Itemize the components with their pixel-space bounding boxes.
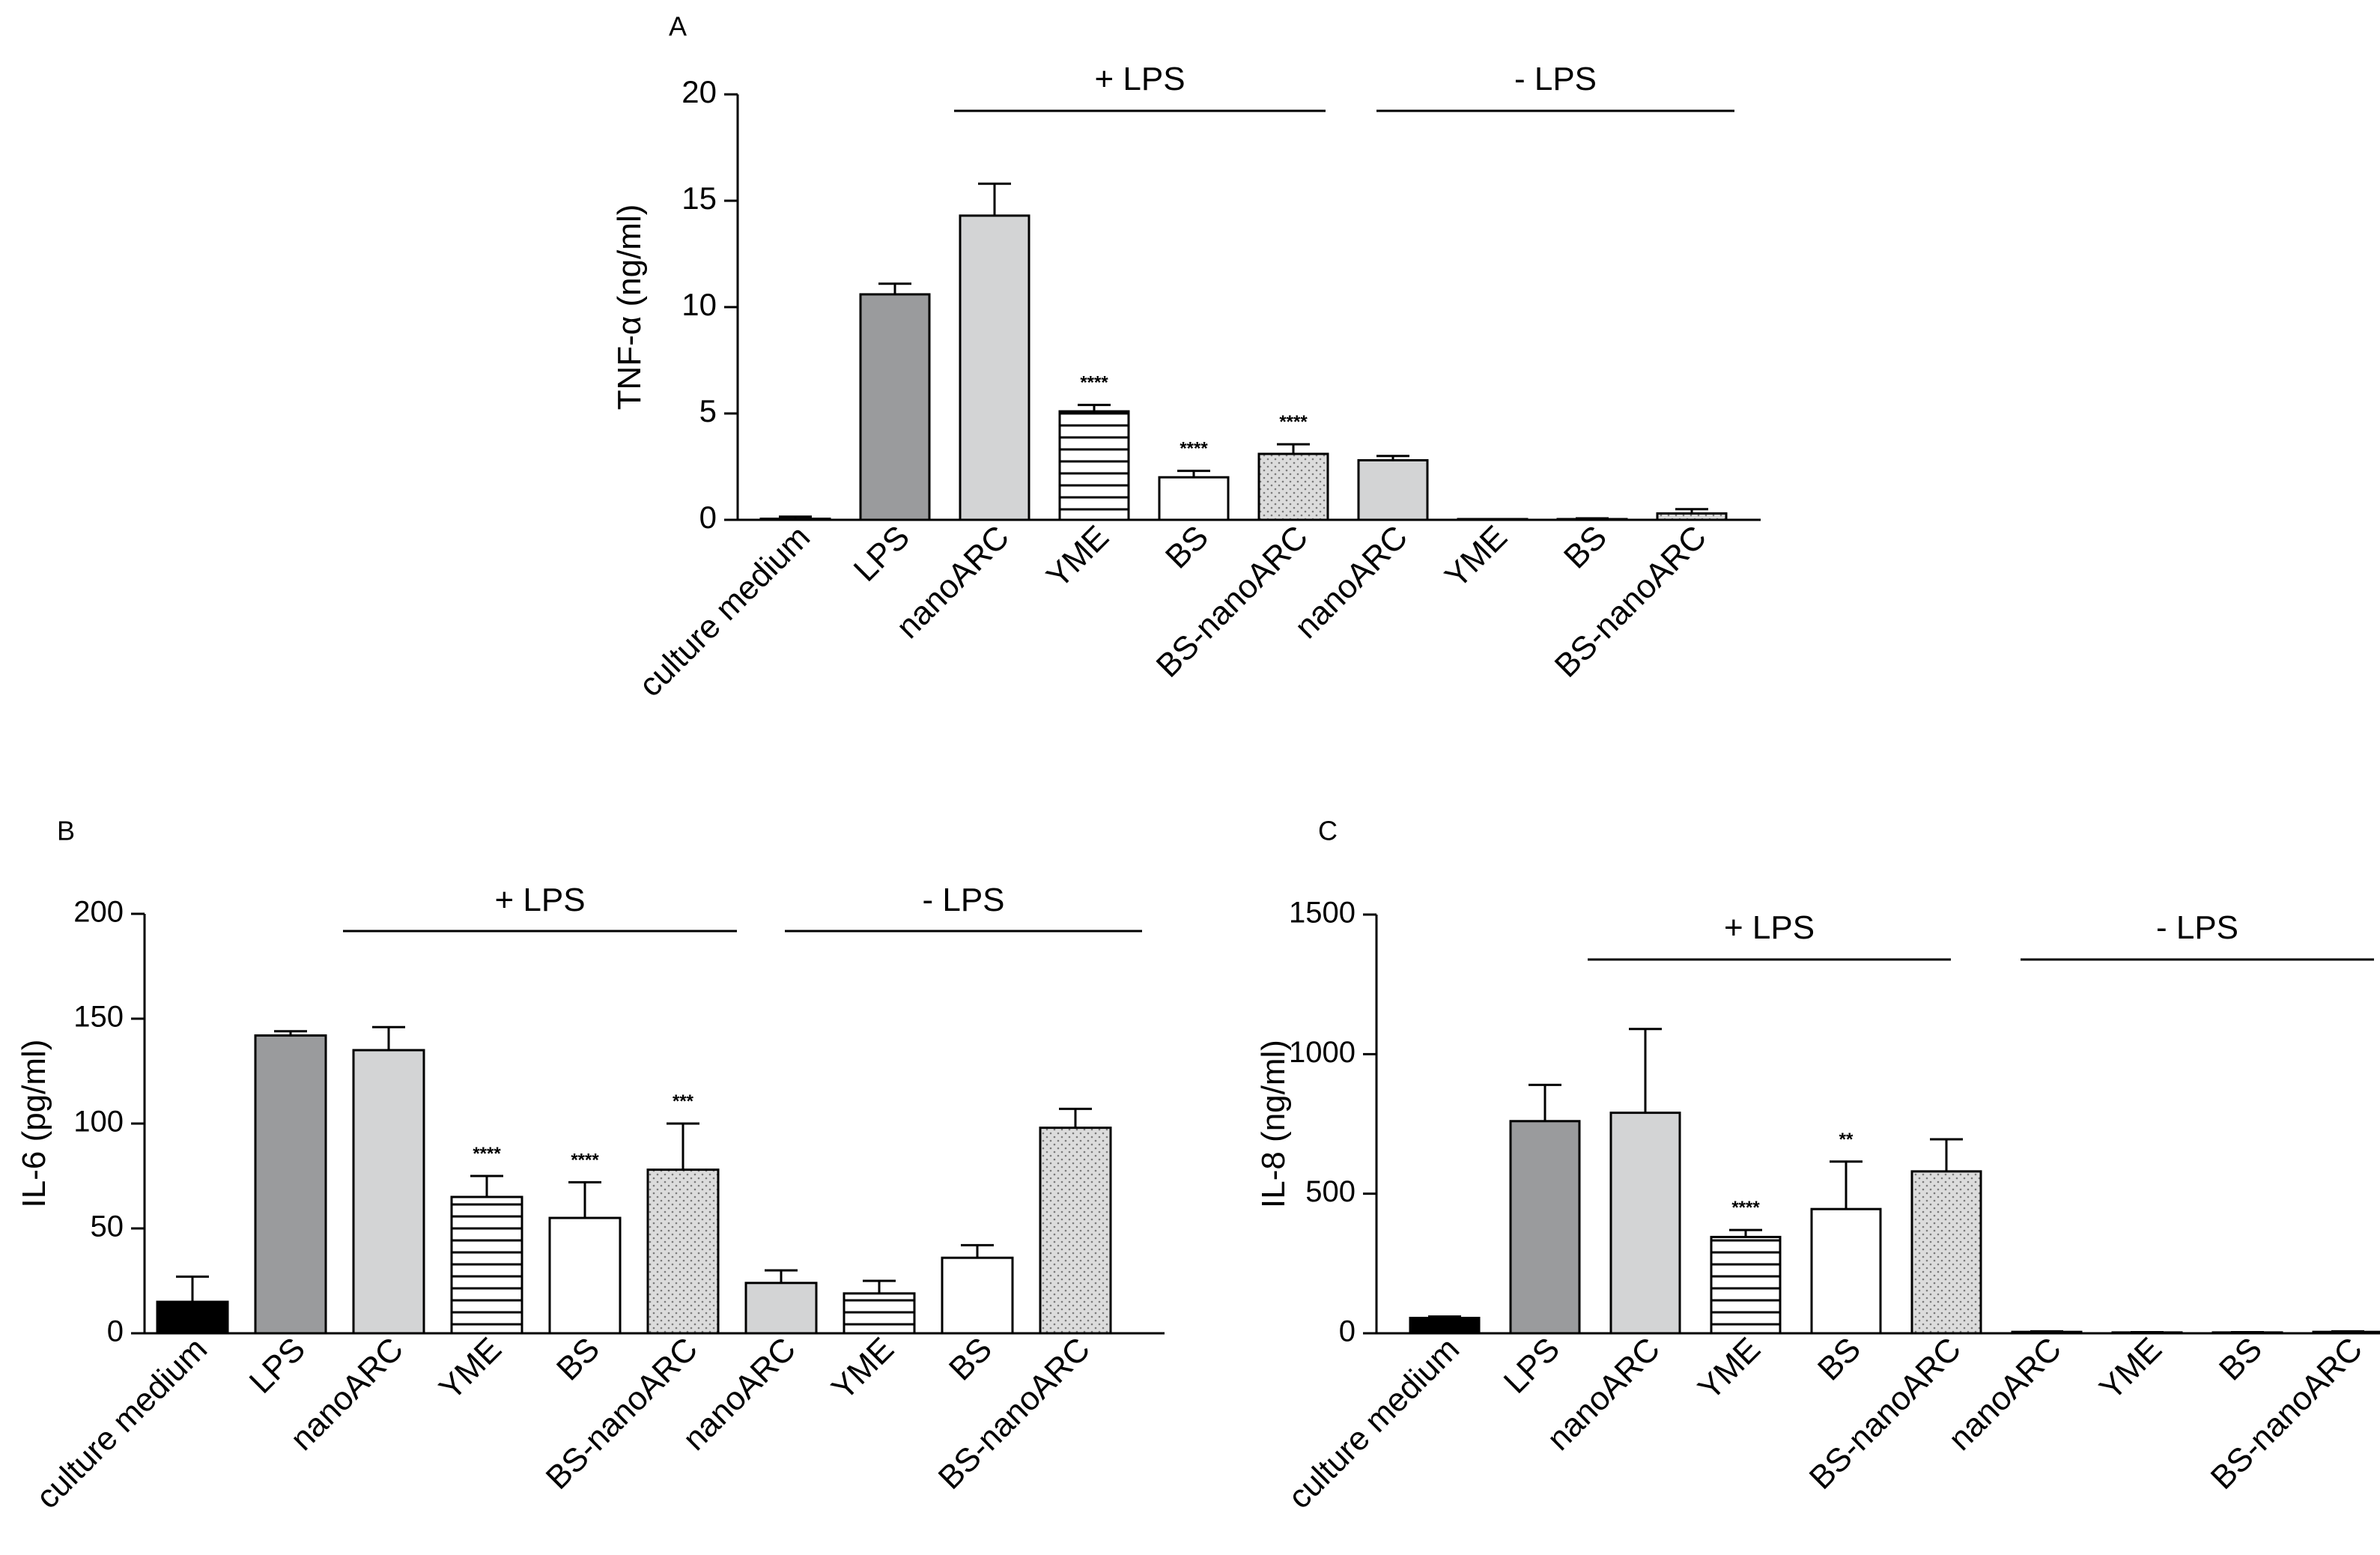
x-tick-label: YME [432, 1330, 509, 1407]
y-tick-label: 1000 [1289, 1036, 1356, 1069]
group-label: + LPS [494, 882, 585, 918]
significance-label: **** [1731, 1198, 1760, 1218]
bar [2011, 1330, 2083, 1335]
bar [450, 1195, 523, 1335]
panel-label: B [57, 816, 75, 846]
y-tick-label: 10 [681, 287, 717, 322]
y-tick-label: 100 [73, 1106, 124, 1139]
y-tick-label: 500 [1305, 1175, 1356, 1208]
x-tick-label: BS [1159, 518, 1215, 575]
y-tick-label: 20 [681, 74, 717, 109]
y-tick-label: 0 [107, 1315, 124, 1348]
x-tick-label: BS [942, 1330, 999, 1387]
group-label: - LPS [2156, 909, 2238, 946]
y-tick-label: 1500 [1289, 897, 1356, 930]
bar [1556, 518, 1628, 521]
x-tick-label: culture medium [1281, 1330, 1466, 1515]
group-label: - LPS [922, 882, 1004, 918]
bar [843, 1292, 916, 1335]
x-tick-label: LPS [243, 1330, 312, 1400]
bar [1257, 452, 1329, 521]
bar [548, 1216, 622, 1335]
significance-label: ** [1839, 1130, 1854, 1150]
x-tick-label: YME [1691, 1330, 1767, 1407]
significance-label: **** [1080, 373, 1108, 393]
group-label: + LPS [1724, 909, 1815, 946]
y-tick-label: 15 [681, 181, 717, 216]
bar [156, 1300, 229, 1335]
bar [1357, 458, 1429, 521]
significance-label: **** [1279, 412, 1308, 432]
bar [2312, 1330, 2380, 1335]
group-label: + LPS [1094, 61, 1185, 97]
x-tick-label: YME [1438, 518, 1514, 595]
bar [1656, 512, 1728, 521]
y-tick-label: 5 [699, 393, 717, 428]
bar [1409, 1317, 1481, 1335]
y-axis-title: IL-6 (pg/ml) [16, 1040, 52, 1208]
bar [859, 293, 931, 521]
x-tick-label: LPS [847, 518, 917, 588]
bar [646, 1168, 720, 1335]
bar [941, 1256, 1014, 1335]
panel-label: C [1318, 816, 1338, 846]
bar [1609, 1112, 1681, 1335]
x-tick-label: culture medium [632, 518, 817, 703]
bar [959, 214, 1030, 521]
bar [1910, 1170, 1982, 1335]
group-label: - LPS [1514, 61, 1597, 97]
bar [1158, 476, 1230, 521]
x-tick-label: BS [1811, 1330, 1868, 1387]
bar [1457, 518, 1529, 521]
x-tick-label: BS [550, 1330, 607, 1387]
bar [759, 518, 831, 521]
panel-label: A [669, 11, 687, 42]
x-tick-label: BS [1557, 518, 1614, 575]
significance-label: **** [473, 1144, 501, 1164]
y-tick-label: 150 [73, 1001, 124, 1034]
bar [352, 1049, 425, 1335]
y-axis-title: TNF-α (ng/ml) [611, 204, 648, 410]
significance-label: *** [673, 1091, 694, 1112]
x-tick-label: BS [2212, 1330, 2269, 1387]
y-tick-label: 200 [73, 896, 124, 929]
significance-label: **** [1180, 439, 1208, 459]
bar [1810, 1207, 1882, 1335]
y-tick-label: 0 [699, 500, 717, 535]
x-tick-label: culture medium [29, 1330, 214, 1515]
bar [1058, 410, 1130, 521]
x-tick-label: YME [1039, 518, 1116, 595]
x-tick-label: YME [2092, 1330, 2169, 1407]
y-tick-label: 0 [1339, 1315, 1356, 1348]
x-tick-label: LPS [1497, 1330, 1567, 1400]
panel-c: C 0 500 1000 1500 IL-8 (ng/ml) culture medium L… [1255, 816, 2380, 1516]
x-tick-label: YME [825, 1330, 901, 1407]
bar [744, 1282, 818, 1335]
panel-b: B 0 50 100 150 200 IL-6 (pg/ml) culture medium L… [16, 816, 1165, 1516]
y-axis-title: IL-8 (ng/ml) [1255, 1040, 1292, 1208]
y-tick-label: 50 [91, 1210, 124, 1243]
significance-label: **** [571, 1150, 599, 1170]
bar [254, 1034, 327, 1335]
bar [1509, 1120, 1581, 1335]
bar [1039, 1127, 1112, 1335]
bar [1710, 1235, 1782, 1335]
